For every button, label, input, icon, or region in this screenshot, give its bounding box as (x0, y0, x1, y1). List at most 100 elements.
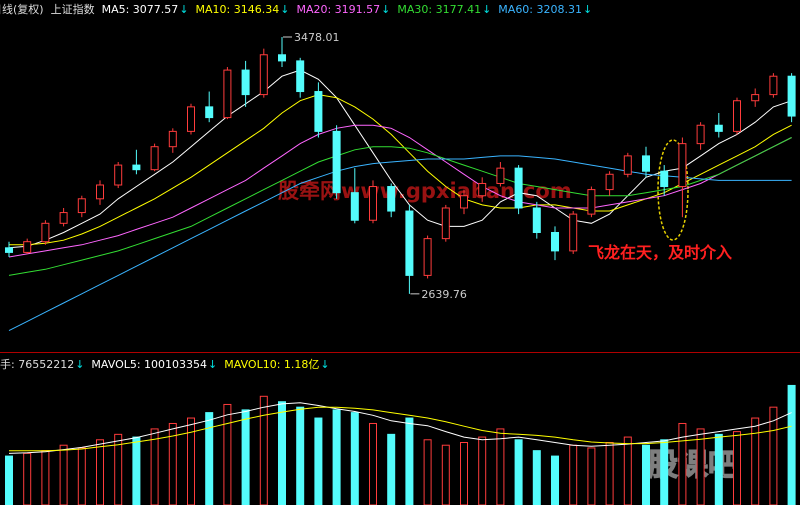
legend-entry: MA5: 3077.57 ↓ (102, 2, 189, 18)
candle-body (696, 124, 705, 145)
ma-line (8, 124, 792, 258)
candle-body (751, 94, 760, 102)
candle-body (733, 100, 741, 132)
volume-bar (350, 412, 359, 505)
volume-bar (77, 447, 86, 505)
candle-body (642, 155, 650, 172)
volume-bar (460, 442, 468, 505)
chart-title: 上证指数 (50, 3, 95, 16)
candle-body (460, 195, 468, 209)
legend-entry: MA20: 3191.57 ↓ (296, 2, 390, 18)
volume-legend: 手: 76552212 ↓ (0, 357, 84, 373)
period: 日线(复权) (0, 3, 44, 16)
volume-bar (660, 439, 669, 505)
volume-bar (205, 412, 214, 505)
volume-ma-line (9, 406, 792, 452)
volume-bar (714, 433, 723, 505)
candle-body (532, 207, 541, 233)
trend-arrow: ↓ (179, 3, 189, 16)
volume-bar (441, 444, 450, 505)
volume-bar (59, 444, 68, 505)
volume-bar (332, 409, 341, 505)
candle-body (551, 231, 559, 252)
candle-body (350, 192, 359, 221)
candle-body (168, 130, 177, 148)
candle-body (587, 189, 596, 215)
ma-line (8, 137, 792, 276)
legend-label: MA10: 3146.34 (195, 3, 280, 16)
legend-label: MAVOL5: 100103354 (91, 358, 208, 371)
volume-bar (787, 384, 796, 505)
candle-body (387, 186, 396, 212)
volume-bar (259, 395, 268, 505)
legend-entry: MAVOL10: 1.18亿 ↓ (224, 357, 329, 373)
volume-bar (532, 450, 541, 505)
volume-header: 手: 76552212 ↓ MAVOL5: 100103354 ↓ MAVOL10: … (0, 357, 330, 373)
extreme-label: 2639.76 (421, 288, 467, 301)
legend-label: MA60: 3208.31 (498, 3, 582, 16)
candle-body (678, 143, 687, 188)
volume-bar (678, 422, 687, 505)
volume-bar (769, 406, 778, 505)
highlight-ellipse (657, 139, 689, 241)
volume-bar (41, 450, 50, 505)
volume-bar (168, 422, 177, 505)
trend-arrow: ↓ (381, 3, 391, 16)
candle-body (241, 69, 250, 96)
callout: 飞龙在天，及时介入 (588, 243, 732, 262)
volume-bar (605, 442, 614, 505)
candle-body (660, 170, 669, 188)
candle-body (259, 54, 268, 96)
volume-bar (132, 436, 141, 505)
candle-body (769, 75, 778, 96)
volume-bar (696, 428, 705, 505)
volume-bar (551, 455, 559, 505)
candle-body (441, 207, 450, 240)
candle-body (114, 164, 123, 186)
trend-arrow: ↓ (583, 3, 593, 16)
candle-body (314, 91, 323, 132)
trend-arrow: ↓ (75, 358, 85, 371)
ma-line (9, 94, 792, 246)
candle-body (332, 130, 341, 194)
candle-body (369, 186, 377, 221)
volume-bar (23, 452, 32, 505)
volume-bar (314, 417, 323, 505)
price-header: 日线(复权) 上证指数 MA5: 3077.57↓MA10: 3146.34↓M… (0, 2, 592, 18)
candle-body (569, 213, 578, 252)
candle-body (296, 60, 305, 93)
volume-bar (569, 444, 578, 505)
watermark: 股牵网www.gpxiaban.com (278, 179, 572, 203)
candle-body (623, 155, 632, 175)
candle-body (23, 241, 32, 253)
candle-body (278, 54, 286, 62)
candle-body (714, 124, 723, 132)
volume-bar (387, 433, 396, 505)
trend-arrow: ↓ (280, 3, 290, 16)
legend-label: MAVOL10: 1.18亿 (224, 358, 320, 371)
candle-body (205, 106, 214, 119)
candle-body (423, 238, 432, 276)
candle-body (41, 222, 50, 243)
legend-entry: MA10: 3146.34 ↓ (196, 2, 290, 18)
candle-body (150, 146, 159, 171)
volume-bar (241, 409, 250, 505)
volume-bar (114, 433, 123, 505)
volume-ma-line (8, 402, 792, 454)
volume-bar (751, 417, 760, 505)
candle-body (496, 167, 505, 184)
volume-bar (423, 439, 432, 505)
legend-label: MA30: 3177.41 (397, 3, 482, 16)
candle-body (187, 106, 195, 132)
trend-arrow: ↓ (482, 3, 492, 16)
trend-arrow: ↓ (320, 358, 330, 371)
candle-body (5, 247, 13, 253)
volume-label: 手: 76552212 (0, 358, 75, 371)
candle-body (478, 182, 487, 197)
volume-bar (96, 439, 104, 505)
volume-bar (642, 444, 650, 505)
volume-bar (150, 428, 159, 505)
volume-bar (496, 428, 505, 505)
